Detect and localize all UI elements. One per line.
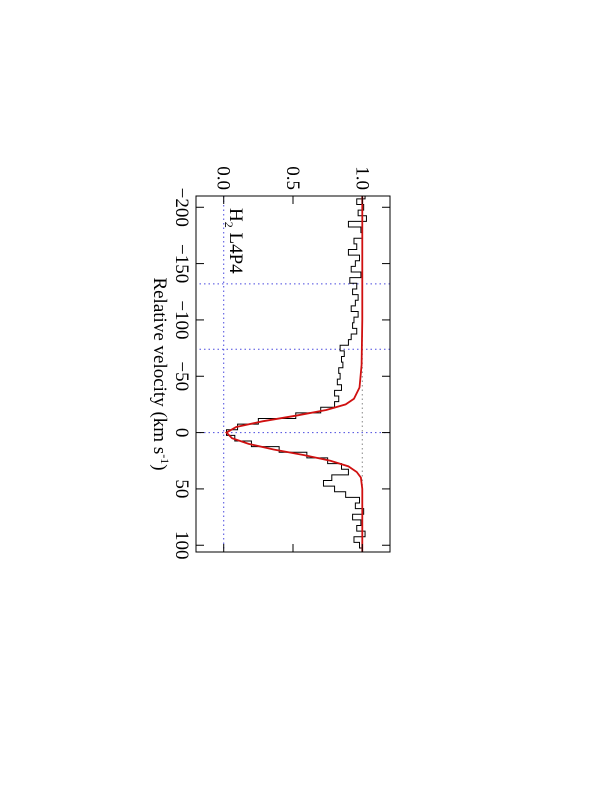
x-axis-label-text: Relative velocity (km s — [149, 277, 170, 454]
x-tick-label: −100 — [171, 300, 192, 339]
x-tick-label: −200 — [171, 188, 192, 227]
annotation-sub: 2 — [222, 222, 236, 228]
annotation-text: H — [225, 208, 246, 222]
y-tick-label: 0.5 — [282, 166, 303, 190]
y-tick-label: 1.0 — [351, 166, 372, 190]
x-axis-label: Relative velocity (km s-1) — [149, 277, 172, 470]
x-axis-label-end: ) — [149, 464, 170, 470]
annotation: H2 L4P4 — [222, 208, 246, 274]
x-tick-label: −50 — [171, 361, 192, 391]
x-tick-label: 50 — [171, 479, 192, 498]
x-tick-label: −150 — [171, 244, 192, 283]
series-line — [225, 196, 367, 551]
y-tick-label: 0.0 — [213, 166, 234, 190]
annotation-rest: L4P4 — [225, 228, 246, 274]
x-axis-label-sup: -1 — [158, 454, 172, 464]
x-tick-label: 100 — [171, 531, 192, 560]
x-tick-label: 0 — [171, 428, 192, 438]
rotated-chart: −200 −150 −100 −50 0 50 100 0.0 0.5 1.0 Relative v… — [149, 166, 391, 560]
series-line — [225, 196, 364, 552]
